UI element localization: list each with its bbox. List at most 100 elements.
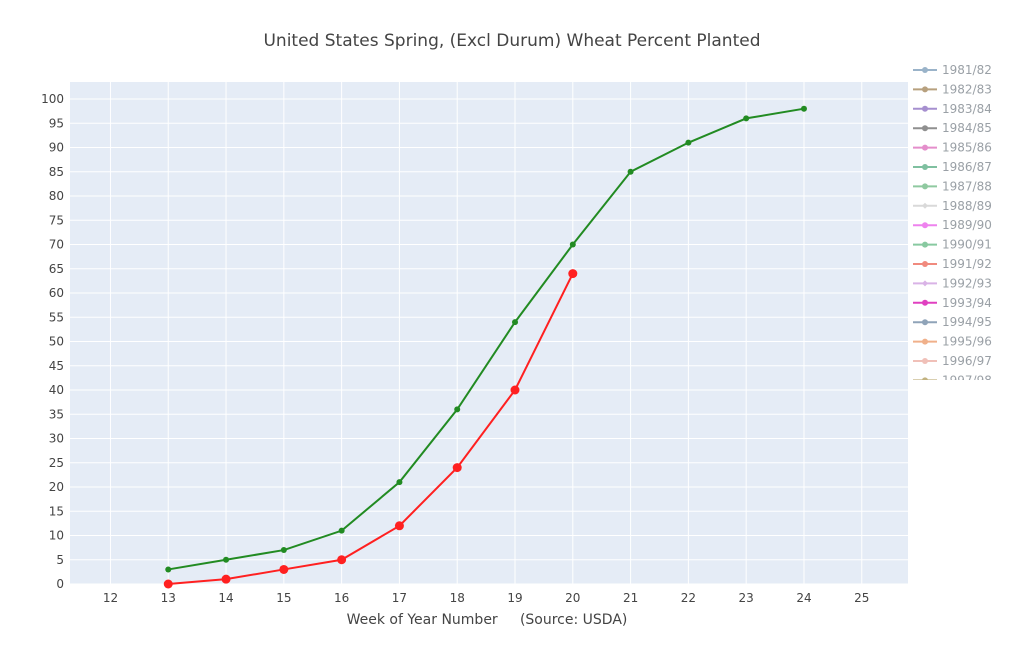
- data-point[interactable]: [221, 574, 231, 584]
- data-point[interactable]: [568, 269, 578, 279]
- data-point[interactable]: [512, 319, 519, 326]
- legend-item[interactable]: 1987/88: [913, 179, 992, 193]
- y-tick-label: 100: [41, 92, 64, 106]
- series-line[interactable]: [168, 107, 805, 571]
- data-point[interactable]: [685, 139, 692, 146]
- y-tick-label: 80: [49, 189, 64, 203]
- x-tick-label: 23: [739, 591, 754, 605]
- x-tick-label: 21: [623, 591, 638, 605]
- legend-swatch-marker: [922, 261, 928, 267]
- legend-label: 1993/94: [942, 296, 992, 310]
- legend-item[interactable]: 1992/93: [913, 276, 992, 290]
- data-point[interactable]: [279, 564, 289, 574]
- data-point[interactable]: [454, 406, 461, 413]
- legend-item[interactable]: 1990/91: [913, 238, 992, 252]
- legend-label: 1983/84: [942, 102, 992, 116]
- legend-swatch-marker: [922, 202, 928, 209]
- legend-label: 1992/93: [942, 276, 992, 290]
- legend-item[interactable]: 1995/96: [913, 335, 992, 349]
- legend-swatch-marker: [922, 222, 928, 229]
- legend-item[interactable]: 1988/89: [913, 199, 992, 213]
- legend-swatch-marker: [922, 358, 928, 364]
- legend-item[interactable]: 1993/94: [913, 296, 992, 310]
- legend-swatch-marker: [922, 144, 928, 151]
- data-point[interactable]: [165, 566, 172, 573]
- legend-label: 1989/90: [942, 218, 992, 232]
- data-point[interactable]: [396, 479, 403, 486]
- x-tick-label: 17: [392, 591, 407, 605]
- data-point[interactable]: [280, 547, 287, 554]
- legend-label: 1996/97: [942, 354, 992, 368]
- y-tick-label: 55: [49, 310, 64, 324]
- plot-area[interactable]: [70, 82, 908, 584]
- data-point[interactable]: [163, 579, 173, 589]
- legend-label: 1990/91: [942, 238, 992, 252]
- legend-item[interactable]: 1985/86: [913, 141, 992, 155]
- data-point[interactable]: [338, 527, 345, 534]
- data-point[interactable]: [510, 385, 520, 395]
- series-layer: [163, 105, 807, 589]
- y-tick-label: 60: [49, 286, 64, 300]
- legend-swatch-marker: [922, 299, 928, 306]
- series-1: [163, 269, 578, 589]
- x-tick-label: 14: [218, 591, 233, 605]
- legend-label: 1997/98: [942, 373, 992, 387]
- y-tick-label: 75: [49, 213, 64, 227]
- y-tick-label: 45: [49, 359, 64, 373]
- legend-item[interactable]: 1989/90: [913, 218, 992, 232]
- chart-title: United States Spring, (Excl Durum) Wheat…: [263, 31, 760, 51]
- data-point[interactable]: [394, 521, 404, 531]
- data-point[interactable]: [569, 241, 576, 248]
- data-point[interactable]: [223, 556, 230, 563]
- series-line[interactable]: [168, 273, 574, 585]
- data-point[interactable]: [452, 463, 462, 473]
- y-tick-label: 65: [49, 262, 64, 276]
- x-tick-label: 15: [276, 591, 291, 605]
- legend-item[interactable]: 1986/87: [913, 160, 992, 174]
- legend-swatch-marker: [922, 280, 928, 287]
- legend-label: 1995/96: [942, 335, 992, 349]
- x-tick-label: 22: [681, 591, 696, 605]
- y-tick-label: 10: [49, 529, 64, 543]
- x-tick-label: 20: [565, 591, 580, 605]
- legend-swatch-marker: [922, 241, 928, 248]
- legend-swatch-marker: [922, 338, 928, 345]
- legend-item[interactable]: 1994/95: [913, 315, 992, 329]
- y-tick-label: 50: [49, 335, 64, 349]
- legend-label: 1982/83: [942, 82, 992, 96]
- y-tick-label: 25: [49, 456, 64, 470]
- legend-label: 1987/88: [942, 179, 992, 193]
- legend-swatch-marker: [922, 183, 928, 190]
- legend-swatch-marker: [922, 67, 928, 73]
- y-tick-label: 20: [49, 480, 64, 494]
- data-point[interactable]: [627, 168, 634, 175]
- series-0: [165, 105, 807, 573]
- legend-item[interactable]: 1997/98: [913, 373, 992, 387]
- y-axis: 0 5 10 15 20 25 30 35 40 45 50 55 60 65 70 75 80 85 90 95 10…: [41, 92, 64, 591]
- legend-item[interactable]: 1981/82: [913, 63, 992, 77]
- y-tick-label: 35: [49, 407, 64, 421]
- y-tick-label: 85: [49, 165, 64, 179]
- data-point[interactable]: [337, 555, 347, 565]
- legend-item[interactable]: 1982/83: [913, 82, 992, 96]
- legend-item[interactable]: 1984/85: [913, 121, 992, 135]
- legend-swatch-marker: [922, 125, 928, 132]
- y-tick-label: 90: [49, 141, 64, 155]
- x-tick-label: 13: [161, 591, 176, 605]
- data-point[interactable]: [743, 115, 750, 122]
- data-point[interactable]: [800, 105, 807, 112]
- legend-item[interactable]: 1983/84: [913, 102, 992, 116]
- x-axis-title: Week of Year Number (Source: USDA): [347, 612, 628, 628]
- x-tick-label: 24: [796, 591, 811, 605]
- y-tick-label: 95: [49, 116, 64, 130]
- legend-swatch-marker: [922, 164, 928, 170]
- legend-label: 1986/87: [942, 160, 992, 174]
- x-tick-label: 19: [507, 591, 522, 605]
- legend-item[interactable]: 1996/97: [913, 354, 992, 368]
- y-tick-label: 70: [49, 238, 64, 252]
- legend: 1981/82 1982/83 1983/84 1984/85 1985/86 1986/…: [913, 63, 992, 387]
- legend-label: 1984/85: [942, 121, 992, 135]
- legend-swatch-marker: [922, 105, 928, 112]
- legend-item[interactable]: 1991/92: [913, 257, 992, 271]
